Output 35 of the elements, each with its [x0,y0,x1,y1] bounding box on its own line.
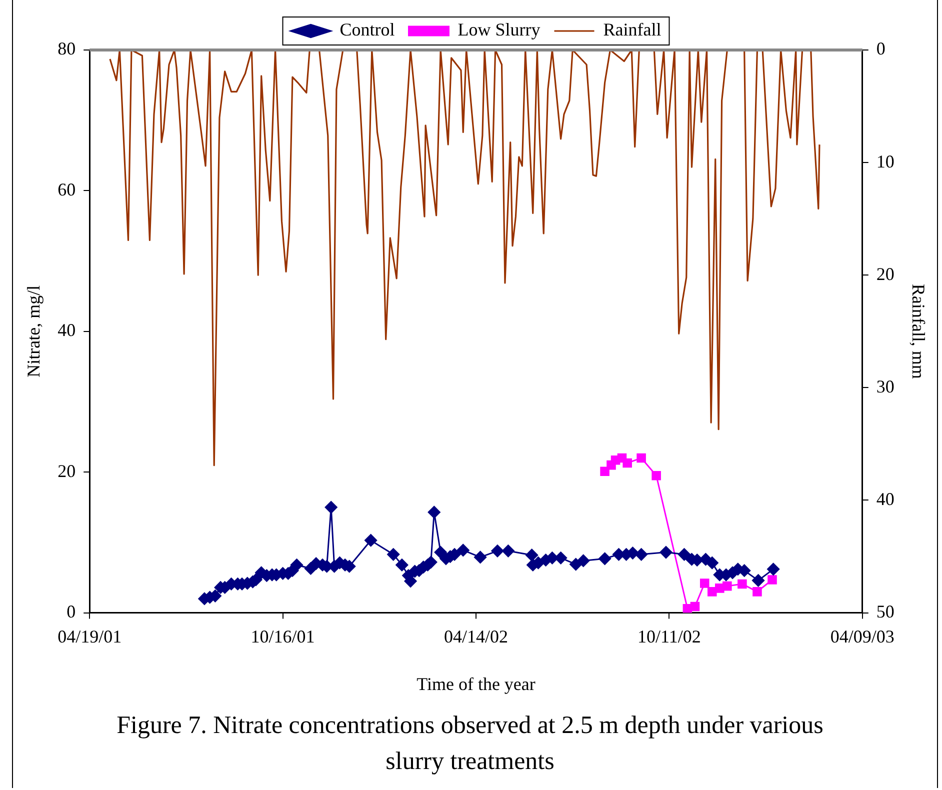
point [622,458,632,468]
legend-label: Control [340,20,395,40]
x-tick-label: 04/19/01 [58,626,122,646]
point [690,602,700,612]
x-tick-label: 10/11/02 [638,626,701,646]
y-tick-label: 20 [58,460,76,481]
point [738,579,747,589]
point [768,575,777,584]
y-tick-label: 60 [58,179,76,200]
y2-tick-label: 40 [876,488,894,509]
x-axis-title: Time of the year [416,674,536,694]
point [636,453,646,463]
y2-tick-label: 20 [876,264,894,284]
y2-tick-label: 50 [876,602,894,622]
point [700,578,710,588]
y-tick-label: 40 [58,320,76,340]
y2-axis-title: Rainfall, mm [908,284,928,379]
y2-tick-label: 10 [876,151,894,172]
legend-label: Low Slurry [458,20,540,40]
y2-tick-label: 30 [876,376,894,396]
caption: Figure 7. Nitrate concentrations observed at 2.5 m depth under various slurry treatments [116,711,824,777]
point [600,466,610,476]
point [707,587,717,596]
x-tick-label: 04/09/03 [830,626,894,646]
point [652,470,661,480]
y-tick-label: 80 [58,38,76,59]
y2-tick-label: 0 [876,38,886,59]
point [752,587,762,596]
legend-label: Rainfall [603,20,662,40]
y-tick-label: 0 [66,602,76,622]
x-tick-label: 10/16/01 [250,626,315,646]
point [715,584,724,593]
y-axis-title: Nitrate, mg/l [24,285,44,378]
point [722,581,732,591]
x-tick-label: 04/14/02 [444,626,508,646]
